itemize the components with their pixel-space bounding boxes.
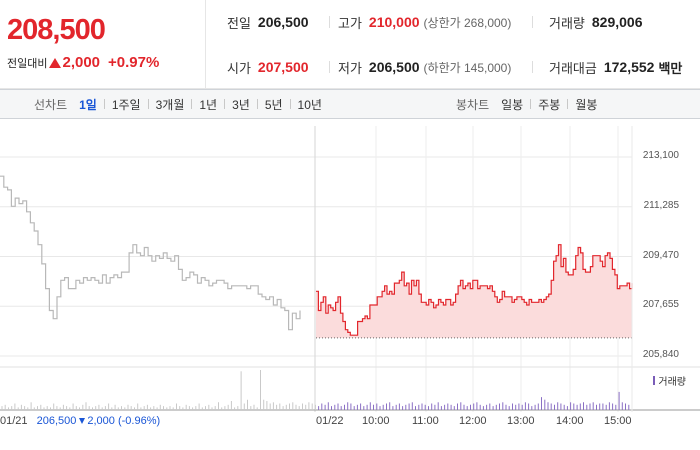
change-line: 전일대비 2,000 +0.97% — [7, 54, 159, 71]
divider — [532, 16, 533, 28]
stat-value: 207,500 — [257, 59, 309, 75]
down-triangle-icon — [79, 418, 86, 424]
up-triangle-icon — [49, 57, 62, 68]
quote-panel: 208,500 전일대비 2,000 +0.97% 전일 206,500 고가 … — [0, 0, 700, 89]
stat-value: 206,500 — [257, 14, 309, 30]
change-value: 2,000 — [62, 54, 101, 71]
stat-label: 거래대금 — [549, 60, 597, 76]
tab-4[interactable]: 3년 — [232, 97, 250, 112]
stat-label: 시가 — [227, 60, 251, 76]
stat-volume: 거래량 829,006 — [549, 13, 643, 32]
stat-label: 고가 — [338, 15, 362, 31]
current-price: 208,500 — [7, 14, 106, 46]
chart-period-tabs: 선차트 1일 1주일 3개월 1년 3년 5년 10년 봉차트 일봉 주봉 월봉 — [0, 89, 700, 119]
y-tick-label: 211,285 — [643, 199, 679, 211]
previous-day-date: 01/21 — [0, 415, 28, 427]
price-chart: 213,100 211,285 209,470 207,655 205,840 10:0… — [0, 120, 700, 450]
stat-high: 고가 210,000 (상한가 268,000) — [338, 13, 511, 32]
price-chart-svg — [0, 126, 700, 412]
previous-day-change: 2,000 — [87, 415, 115, 427]
current-day-area — [316, 244, 632, 338]
tab-divider — [530, 99, 532, 109]
divider — [329, 61, 330, 73]
current-day-line — [316, 244, 633, 336]
previous-day-line — [0, 175, 301, 331]
tab-1[interactable]: 주봉 — [538, 97, 561, 112]
y-tick-label: 205,840 — [642, 349, 679, 360]
divider — [329, 16, 330, 28]
volume-swatch — [653, 376, 656, 385]
x-tick-label: 11:00 — [412, 415, 439, 427]
tab-divider — [103, 99, 105, 109]
change-label: 전일대비 — [7, 57, 48, 70]
y-tick-label: 207,655 — [642, 299, 679, 311]
tab-divider — [256, 99, 258, 109]
line-chart-label: 선차트 — [34, 97, 68, 112]
tab-2[interactable]: 3개월 — [155, 97, 185, 112]
x-tick-label: 12:00 — [459, 415, 487, 427]
stat-value: 206,500 — [368, 59, 420, 75]
tab-divider — [289, 99, 291, 109]
stat-open: 시가 207,500 — [227, 58, 309, 77]
previous-day-info: 01/21 206,500 2,000 (-0.96%) — [0, 415, 160, 427]
y-tick-label: 213,100 — [642, 150, 679, 161]
tab-divider — [567, 99, 569, 109]
previous-day-close: 206,500 — [36, 415, 77, 427]
previous-day-change-percent: (-0.96%) — [117, 415, 161, 427]
stats-row-2: 시가 207,500 저가 206,500 (하한가 145,000) 거래대금… — [207, 45, 700, 89]
tab-divider — [191, 99, 193, 109]
tab-2[interactable]: 월봉 — [575, 97, 598, 112]
lower-limit: (하한가 145,000) — [423, 60, 512, 75]
x-tick-label: 13:00 — [507, 415, 535, 427]
tab-0[interactable]: 1일 — [79, 97, 97, 112]
stats-row-1: 전일 206,500 고가 210,000 (상한가 268,000) 거래량 … — [207, 0, 700, 44]
tab-3[interactable]: 1년 — [199, 97, 218, 112]
y-tick-label: 209,470 — [642, 249, 679, 261]
stat-prev-close: 전일 206,500 — [227, 13, 309, 32]
tab-1[interactable]: 1주일 — [111, 97, 141, 112]
stat-label: 전일 — [227, 15, 251, 31]
stat-value: 172,552 — [603, 59, 655, 75]
tab-divider — [224, 99, 226, 109]
divider — [532, 61, 533, 73]
stat-trade-value: 거래대금 172,552 백만 — [549, 58, 682, 77]
price-summary: 208,500 전일대비 2,000 +0.97% — [0, 0, 206, 89]
upper-limit: (상한가 268,000) — [423, 15, 512, 30]
volume-legend-label: 거래량 — [658, 377, 686, 388]
stat-unit: 백만 — [658, 60, 683, 76]
tab-0[interactable]: 일봉 — [501, 97, 524, 112]
stat-label: 저가 — [338, 60, 362, 76]
stat-label: 거래량 — [549, 15, 585, 31]
candle-chart-tabs: 봉차트 일봉 주봉 월봉 — [456, 90, 597, 118]
tab-5[interactable]: 5년 — [264, 97, 283, 112]
x-tick-label: 15:00 — [604, 415, 632, 427]
x-tick-label: 10:00 — [362, 415, 390, 427]
line-chart-tabs: 선차트 1일 1주일 3개월 1년 3년 5년 10년 — [34, 90, 322, 118]
stat-value: 210,000 — [368, 14, 420, 30]
x-tick-label: 14:00 — [556, 415, 584, 427]
current-day-date: 01/22 — [316, 415, 344, 427]
change-percent: +0.97% — [108, 54, 160, 71]
stat-low: 저가 206,500 (하한가 145,000) — [338, 58, 511, 77]
tab-6[interactable]: 10년 — [297, 97, 322, 112]
tab-divider — [147, 99, 149, 109]
volume-legend: 거래량 — [653, 373, 686, 388]
stat-value: 829,006 — [591, 14, 643, 30]
candle-chart-label: 봉차트 — [456, 97, 490, 112]
